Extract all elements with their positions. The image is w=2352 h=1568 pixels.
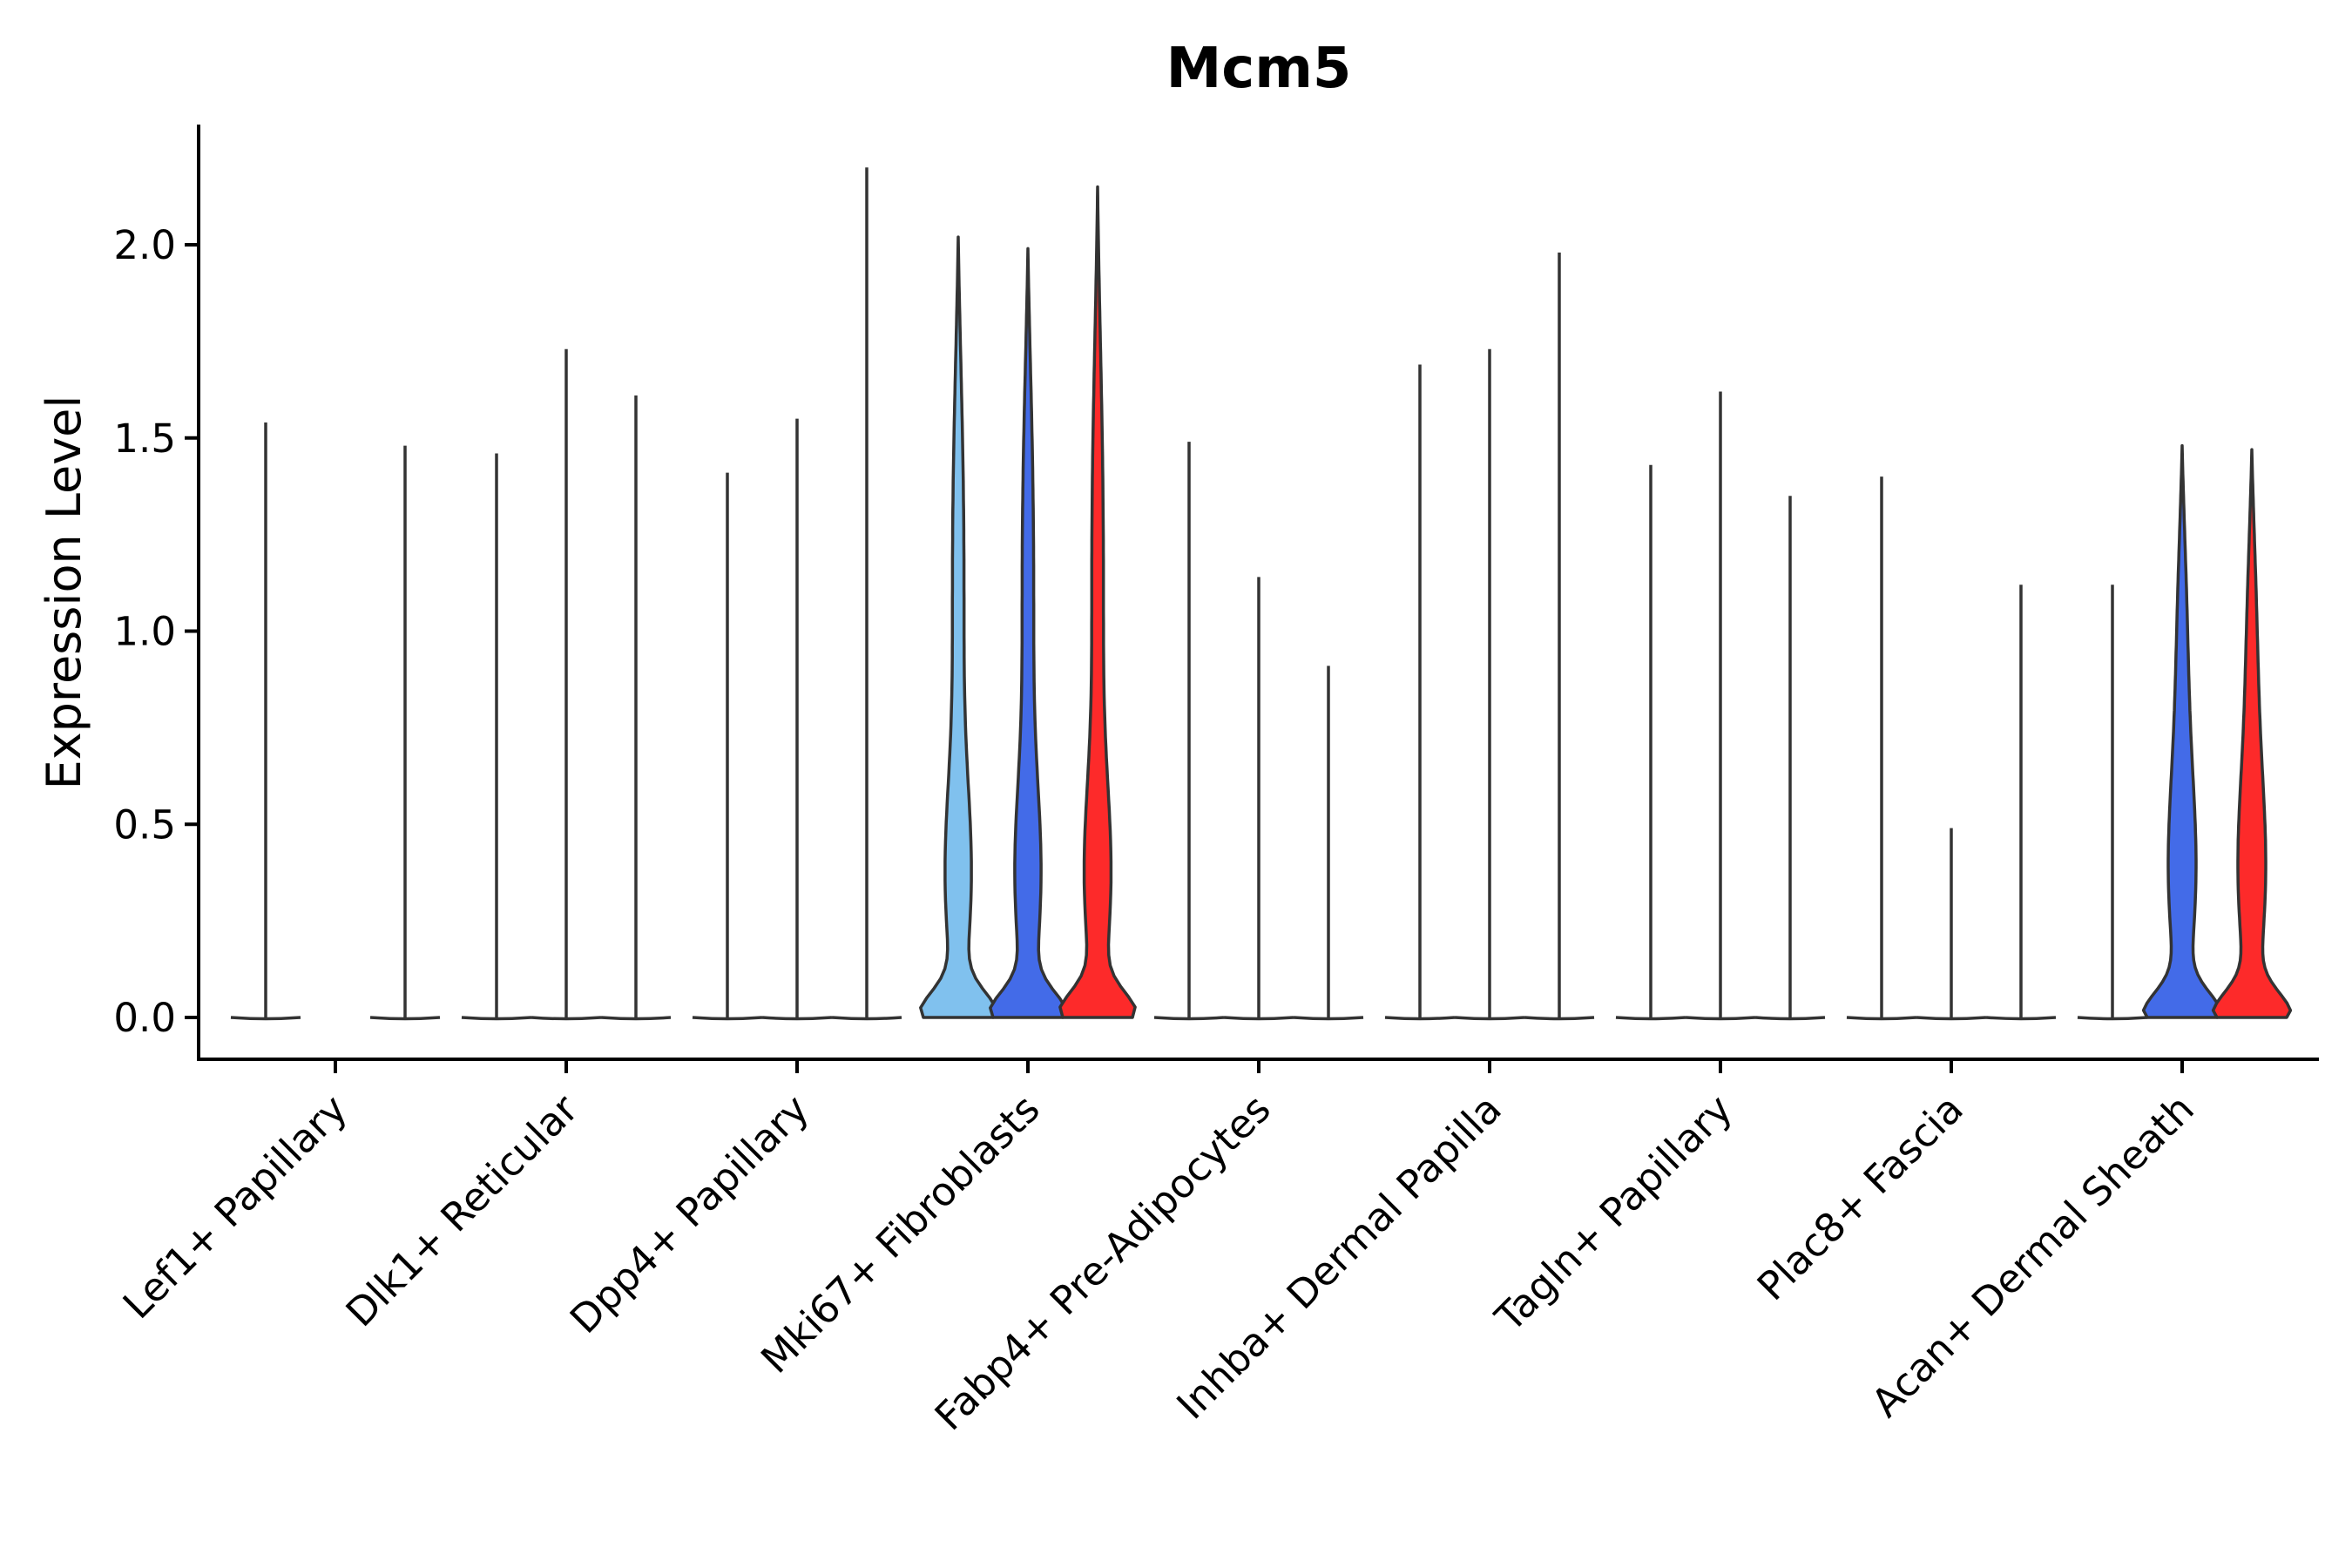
violin-baseline (2077, 1016, 2148, 1021)
violin-baseline (1524, 1016, 1595, 1021)
violin-baseline (1153, 1016, 1225, 1021)
chart-title: Mcm5 (1166, 37, 1352, 101)
violin-group-2 (2141, 443, 2223, 1019)
violin-baseline (761, 1016, 833, 1021)
violin-baseline (461, 1016, 532, 1021)
x-tick-label: Plac8+ Fascia (1748, 1085, 1972, 1309)
violin-group-1 (919, 235, 997, 1019)
violin-baseline (1985, 1016, 2057, 1021)
violin-baseline (1846, 1016, 1917, 1021)
x-tick-label: Tagln+ Papillary (1486, 1085, 1741, 1341)
violin-baseline (1293, 1016, 1364, 1021)
x-tick-label: Dlk1+ Reticular (337, 1085, 587, 1335)
violin-baseline (600, 1016, 672, 1021)
y-tick-label: 0.0 (113, 995, 176, 1041)
y-axis-title: Expression Level (37, 395, 91, 790)
y-tick-label: 2.0 (113, 222, 176, 268)
violin-baseline (1384, 1016, 1456, 1021)
violin-baseline (831, 1016, 902, 1021)
violins-layer (230, 167, 2293, 1021)
violin-baseline (230, 1016, 301, 1021)
violin-baseline (369, 1016, 441, 1021)
violin-baseline (531, 1016, 602, 1021)
violin-baseline (1916, 1016, 1987, 1021)
y-tick-label: 0.5 (113, 801, 176, 848)
violin-baseline (1454, 1016, 1525, 1021)
x-tick-label: Dpp4+ Papillary (561, 1085, 818, 1342)
violin-group-2 (989, 247, 1067, 1019)
violin-baseline (1615, 1016, 1686, 1021)
violin-group-3 (1058, 185, 1137, 1019)
violin-baseline (692, 1016, 763, 1021)
y-tick-label: 1.0 (113, 609, 176, 655)
y-tick-label: 1.5 (113, 416, 176, 462)
violin-baseline (1685, 1016, 1756, 1021)
x-tick-label: Lef1+ Papillary (114, 1085, 356, 1328)
violin-baseline (1754, 1016, 1826, 1021)
violin-baseline (1223, 1016, 1294, 1021)
violin-group-3 (2211, 448, 2293, 1019)
